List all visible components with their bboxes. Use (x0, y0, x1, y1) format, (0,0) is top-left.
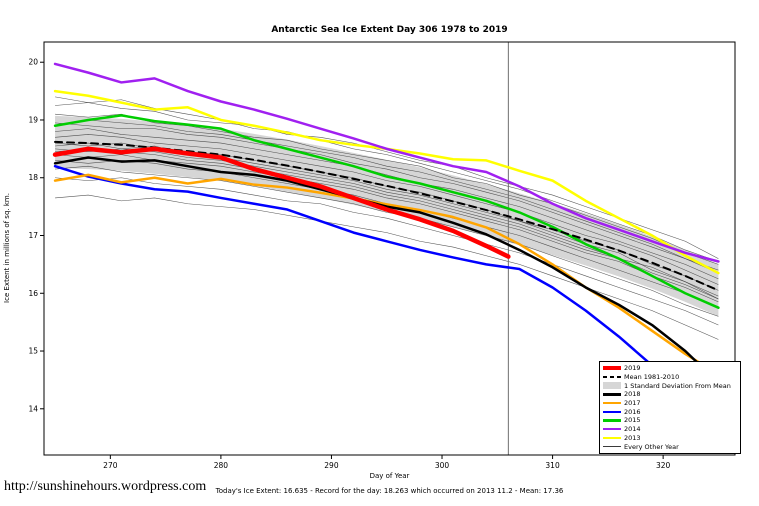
legend-label: Every Other Year (624, 442, 679, 451)
background-year-line (55, 177, 719, 326)
y-tick-label: 19 (28, 115, 38, 124)
y-tick-label: 16 (28, 289, 38, 298)
legend-item-2019: 2019 (603, 364, 737, 373)
legend-label: 2014 (624, 425, 641, 434)
legend-swatch (603, 375, 621, 379)
legend-swatch (603, 446, 621, 448)
legend-swatch (603, 366, 621, 371)
x-tick-label: 270 (103, 461, 118, 470)
legend-item-2014: 2014 (603, 425, 737, 434)
legend-swatch (603, 428, 621, 431)
x-tick-label: 290 (324, 461, 339, 470)
series-2014 (53, 62, 720, 263)
plot-border (43, 41, 736, 456)
legend-item-every-other-year: Every Other Year (603, 442, 737, 451)
legend-swatch (603, 436, 621, 439)
series-2019 (52, 146, 511, 259)
background-year-line (55, 96, 719, 262)
background-year-line (55, 119, 719, 271)
y-tick-label: 14 (28, 404, 38, 413)
chart-legend: 2019 Mean 1981-2010 1 Standard Deviation F… (599, 361, 741, 454)
y-axis-label: Ice Extent in millions of sq. km. (3, 193, 11, 303)
y-tick-label: 17 (28, 231, 38, 240)
legend-swatch (603, 410, 621, 413)
legend-item-2017: 2017 (603, 399, 737, 408)
source-url[interactable]: http://sunshinehours.wordpress.com (4, 479, 207, 494)
legend-label: Mean 1981-2010 (624, 373, 680, 382)
chart-title: Antarctic Sea Ice Extent Day 306 1978 to… (271, 25, 508, 35)
legend-item-2016: 2016 (603, 407, 737, 416)
legend-swatch (603, 393, 621, 396)
y-tick-label: 15 (28, 347, 38, 356)
legend-label: 2013 (624, 433, 641, 442)
y-tick-label: 18 (28, 173, 38, 182)
legend-item-2013: 2013 (603, 434, 737, 443)
x-tick-label: 300 (435, 461, 450, 470)
legend-item-2018: 2018 (603, 390, 737, 399)
background-year-line (55, 134, 719, 285)
background-year-line (55, 165, 719, 317)
series-2015 (53, 114, 720, 309)
x-tick-label: 280 (214, 461, 229, 470)
background-year-line (55, 194, 719, 340)
legend-label: 2017 (624, 399, 641, 408)
series-2017 (53, 173, 720, 376)
legend-swatch (603, 382, 621, 390)
legend-item-2015: 2015 (603, 416, 737, 425)
background-year-line (55, 113, 719, 265)
legend-label: 2018 (624, 390, 641, 399)
y-tick-label: 20 (28, 58, 38, 67)
legend-label: 2019 (624, 364, 641, 373)
background-year-line (55, 122, 719, 274)
series-2016 (53, 164, 720, 422)
legend-item-1-standard-deviation-from-mean: 1 Standard Deviation From Mean (603, 381, 737, 390)
legend-label: 1 Standard Deviation From Mean (624, 381, 731, 390)
background-year-line (55, 128, 719, 280)
background-year-line (55, 102, 719, 259)
legend-swatch (603, 419, 621, 422)
legend-label: 2016 (624, 407, 641, 416)
x-tick-label: 310 (545, 461, 560, 470)
legend-item-mean-1981-2010: Mean 1981-2010 (603, 373, 737, 382)
legend-swatch (603, 402, 621, 405)
x-tick-label: 320 (656, 461, 671, 470)
x-axis-label: Day of Year (369, 472, 410, 480)
footer-stats: Today's Ice Extent: 16.635 - Record for … (215, 487, 564, 495)
series-2018 (53, 156, 720, 385)
background-year-line (55, 148, 719, 300)
legend-label: 2015 (624, 416, 641, 425)
